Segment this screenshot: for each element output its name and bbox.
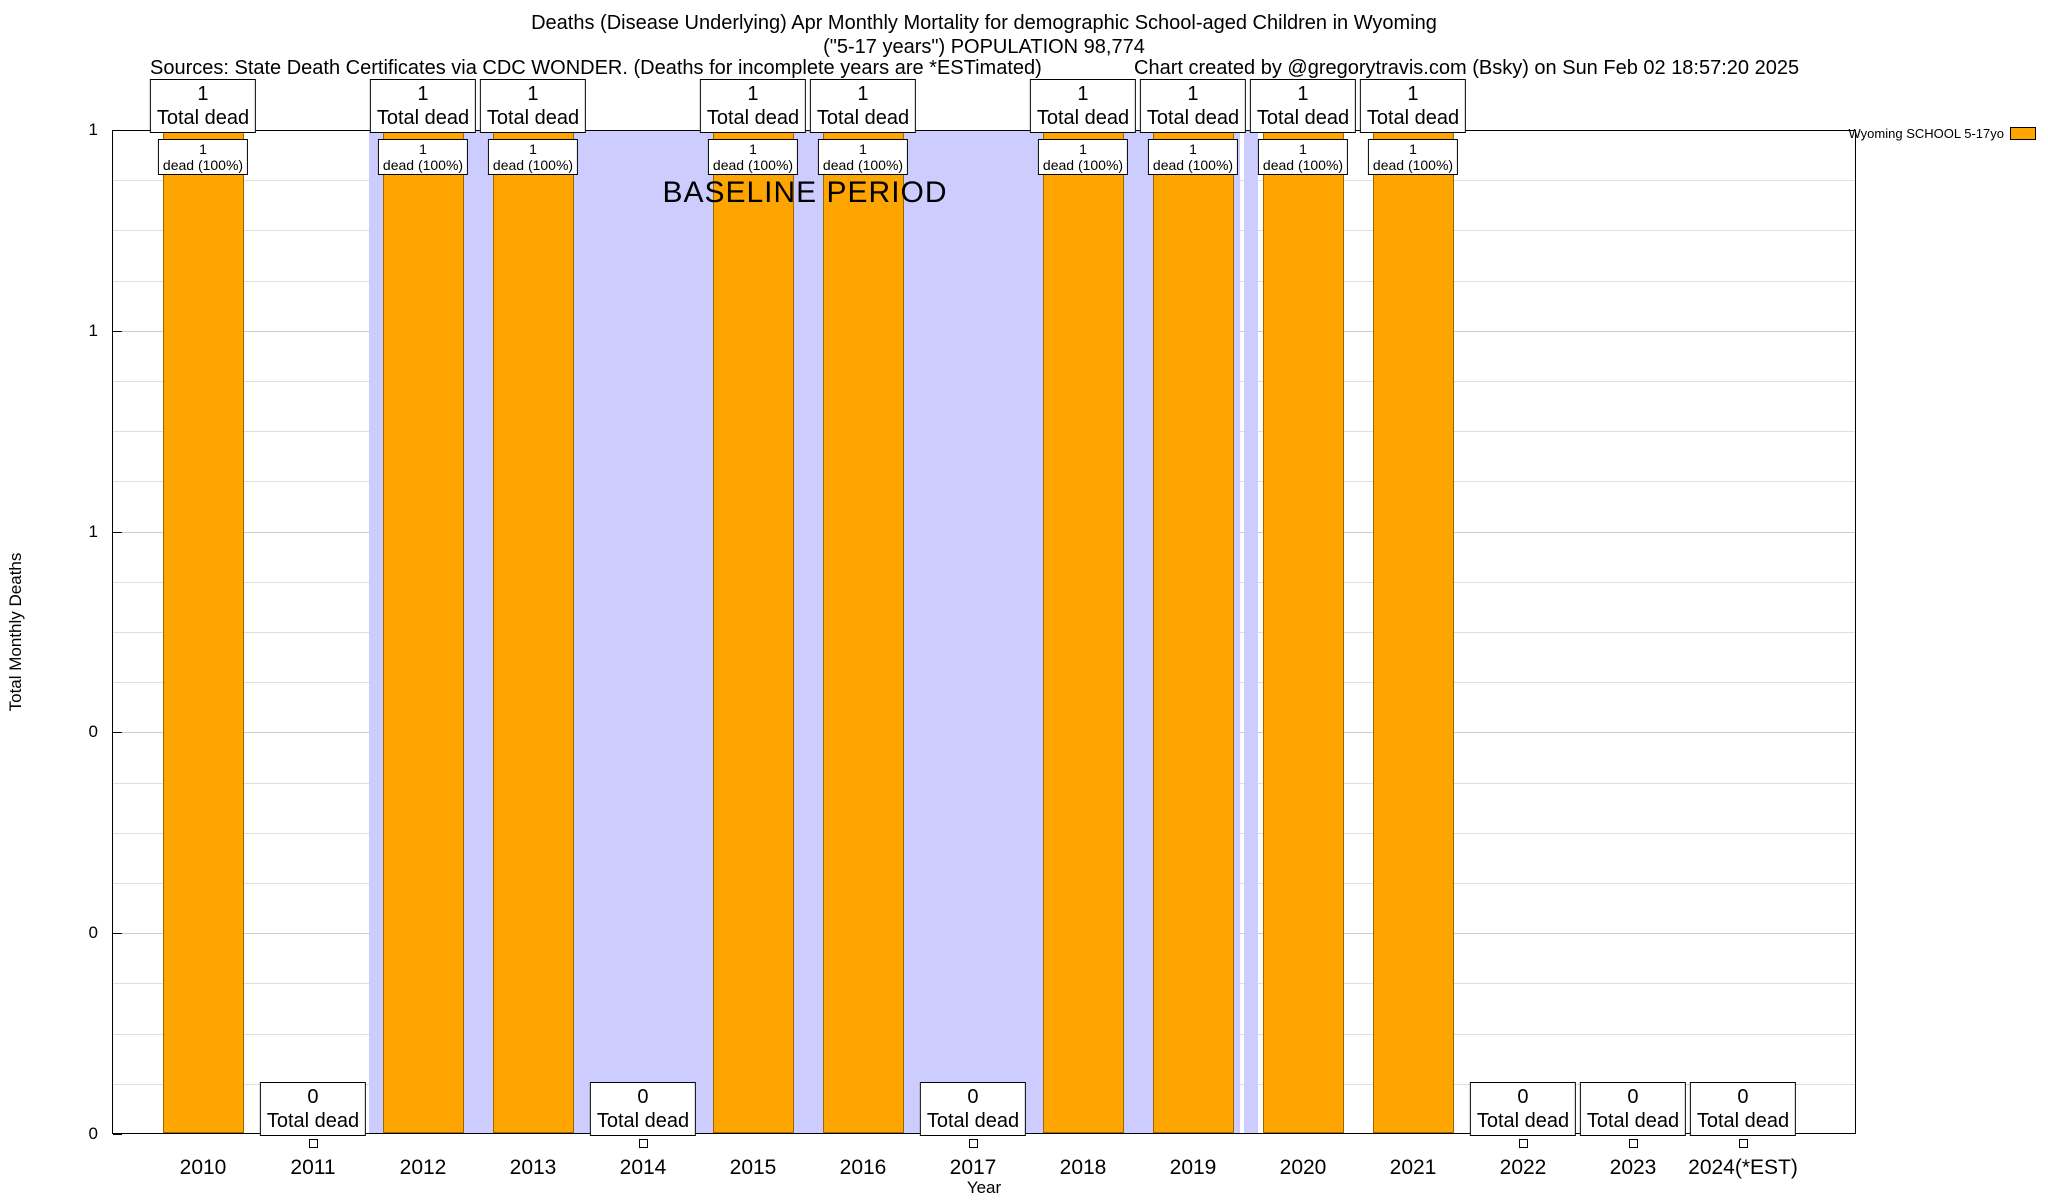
year-tick-label: 2013 xyxy=(509,1156,557,1179)
y-tick-label: 0 xyxy=(88,1124,98,1143)
x-axis-title: Year xyxy=(966,1178,1002,1197)
year-tick-label: 2024(*EST) xyxy=(1688,1156,1798,1179)
year-tick-label: 2023 xyxy=(1609,1156,1657,1179)
chart-title-line1: Deaths (Disease Underlying) Apr Monthly … xyxy=(531,12,1437,34)
total-dead-callout: 1 Total dead xyxy=(1359,79,1467,133)
y-tick-label: 0 xyxy=(88,722,98,742)
year-tick-label: 2021 xyxy=(1389,1156,1437,1179)
year-tick-label: 2022 xyxy=(1499,1156,1547,1179)
zero-marker xyxy=(1518,1139,1528,1148)
total-dead-callout: 1 Total dead xyxy=(1139,79,1247,133)
year-tick-label: 2018 xyxy=(1059,1156,1107,1179)
total-dead-callout: 1 Total dead xyxy=(809,79,917,133)
legend-series-label: Wyoming SCHOOL 5-17yo xyxy=(1848,126,2004,141)
zero-marker xyxy=(1738,1139,1748,1148)
total-dead-callout: 1 Total dead xyxy=(149,79,257,133)
total-dead-callout: 1 Total dead xyxy=(479,79,587,133)
baseline-period-label: BASELINE PERIOD xyxy=(662,176,948,209)
year-tick-label: 2010 xyxy=(179,1156,227,1179)
year-tick-label: 2014 xyxy=(619,1156,667,1179)
credit-note: Chart created by @gregorytravis.com (Bsk… xyxy=(1134,57,1800,79)
zero-marker xyxy=(308,1139,318,1148)
year-tick-label: 2015 xyxy=(729,1156,777,1179)
legend: Wyoming SCHOOL 5-17yo xyxy=(1849,126,2036,141)
year-tick-label: 2011 xyxy=(290,1156,336,1179)
sources-note: Sources: State Death Certificates via CD… xyxy=(150,57,1042,79)
plot-area xyxy=(112,130,1856,1134)
y-tick-label: 1 xyxy=(88,120,98,139)
zero-marker xyxy=(638,1139,648,1148)
legend-color-swatch xyxy=(2010,127,2036,140)
total-dead-callout: 1 Total dead xyxy=(1249,79,1357,133)
zero-marker xyxy=(968,1139,978,1148)
zero-marker xyxy=(1628,1139,1638,1148)
total-dead-callout: 1 Total dead xyxy=(369,79,477,133)
y-axis-title: Total Monthly Deaths xyxy=(6,552,25,712)
year-tick-label: 2016 xyxy=(839,1156,887,1179)
year-tick-label: 2017 xyxy=(949,1156,997,1179)
year-tick-label: 2019 xyxy=(1169,1156,1217,1179)
total-dead-callout: 1 Total dead xyxy=(699,79,807,133)
chart-title-line2: ("5-17 years") POPULATION 98,774 xyxy=(823,36,1145,58)
y-tick-mark xyxy=(113,1134,122,1135)
y-tick-label: 1 xyxy=(88,521,98,541)
y-tick-label: 0 xyxy=(88,923,98,943)
y-tick-label: 1 xyxy=(88,320,98,340)
year-tick-label: 2020 xyxy=(1279,1156,1327,1179)
year-tick-label: 2012 xyxy=(399,1156,447,1179)
total-dead-callout: 1 Total dead xyxy=(1029,79,1137,133)
